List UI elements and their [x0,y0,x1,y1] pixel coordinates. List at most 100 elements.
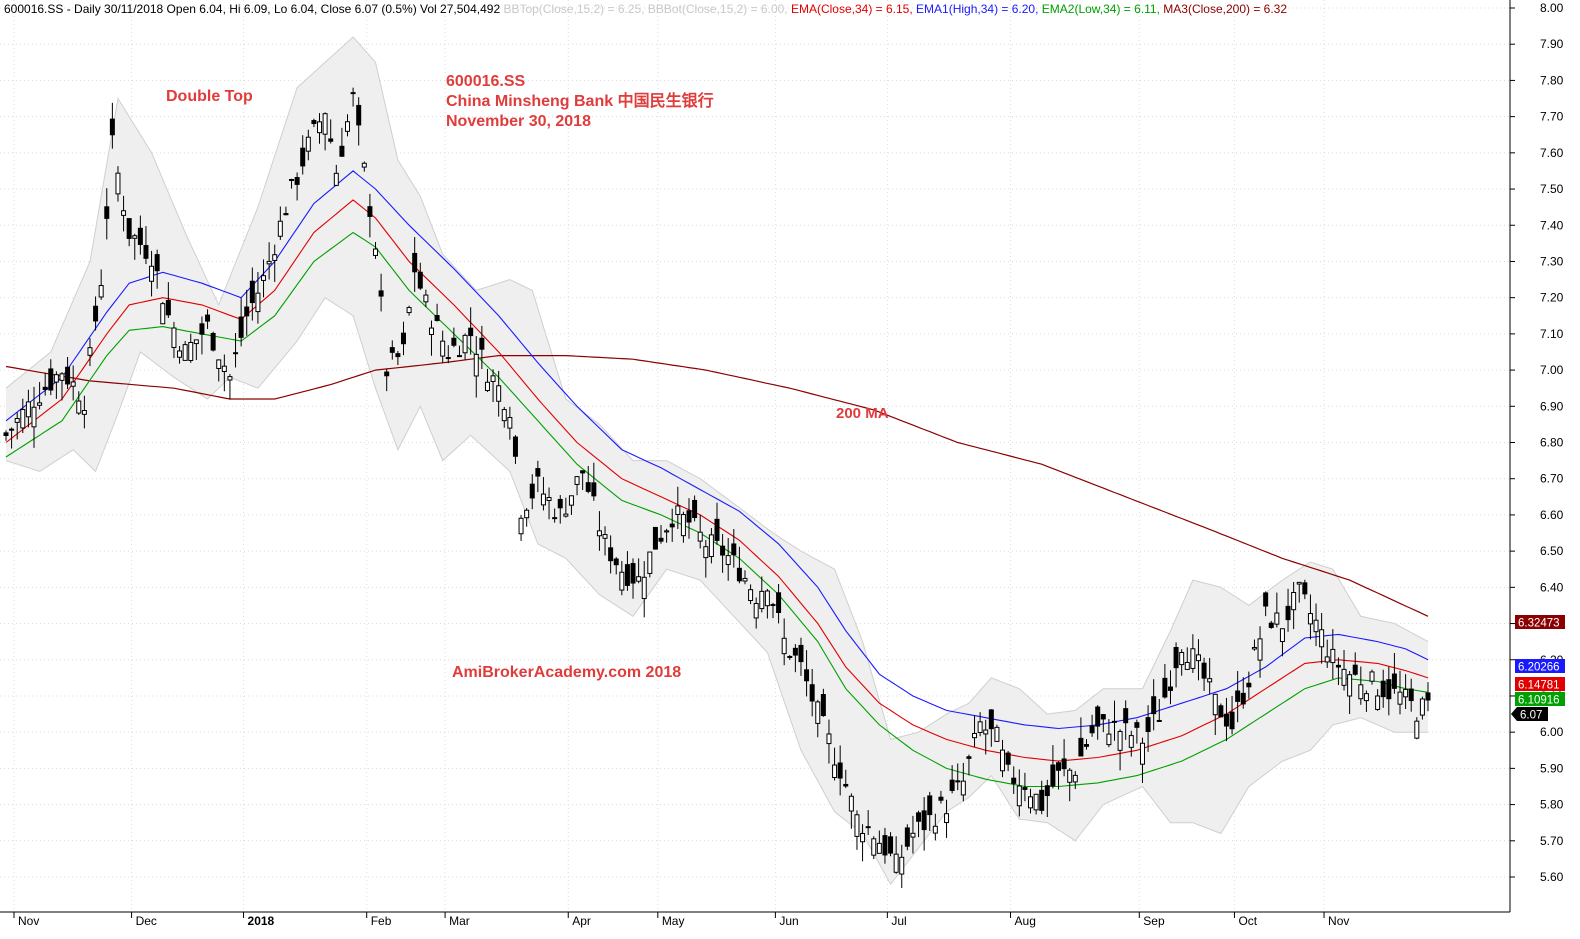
candle-body [938,796,944,801]
candle-body [1408,688,1414,702]
candle-body [972,732,978,739]
candle-body [776,592,782,614]
candle-body [3,432,9,437]
candle-body [798,644,804,663]
x-month-label: 2018 [248,914,275,928]
candle-body [244,306,250,317]
watermark-text: AmiBrokerAcademy.com 2018 [452,664,681,681]
candle-body [1296,581,1302,585]
candle-body [1291,592,1297,611]
candle-body [949,779,955,791]
candle-body [440,340,446,357]
candle-body [434,315,440,321]
candle-body [1425,692,1431,701]
candle-body [955,780,961,783]
candle-body [42,386,48,391]
candle-body [720,545,726,556]
candle-body [535,468,541,477]
x-month-label: Mar [449,914,470,928]
candle-body [664,530,670,533]
candle-body [1251,646,1257,650]
candle-body [703,546,709,559]
candle-body [1235,690,1241,702]
candle-body [1044,785,1050,797]
candle-body [462,334,468,354]
double-top-annotation: Double Top [166,88,253,105]
candle-body [1285,605,1291,621]
candle-body [154,254,160,272]
candle-body [171,327,177,348]
candle-body [1056,762,1062,771]
candle-body [1151,696,1157,715]
candle-body [848,795,854,812]
candle-body [311,120,317,125]
candle-body [177,350,183,358]
candle-body [781,637,787,655]
candle-body [759,590,765,610]
candle-body [820,694,826,717]
candle-body [680,514,686,537]
candle-body [160,303,166,325]
candle-body [333,172,339,186]
candle-body [1028,796,1034,809]
candle-body [602,534,608,539]
y-tick-label: 6.80 [1540,436,1564,450]
chart-title-line: November 30, 2018 [446,113,591,130]
candle-body [1375,695,1381,710]
candle-body [731,543,737,556]
candle-body [1330,648,1336,664]
candle-body [1156,719,1162,722]
candle-body [305,136,311,152]
candle-body [1016,785,1022,807]
candle-body [591,482,597,497]
candle-body [725,555,731,565]
x-month-label: Apr [572,914,591,928]
candle-body [473,353,479,377]
y-tick-label: 7.70 [1540,110,1564,124]
candle-body [843,783,849,787]
candle-body [977,721,983,733]
candle-body [496,385,502,402]
candle-body [1218,705,1224,718]
candle-body [165,299,171,316]
y-tick-label: 7.40 [1540,218,1564,232]
candle-body [1335,664,1341,668]
candle-body [490,375,496,382]
candle-body [428,327,434,335]
candle-body [871,838,877,856]
candle-body [20,409,26,429]
candle-body [238,316,244,338]
candle-body [1145,717,1151,733]
last-value-tag [1515,677,1565,691]
candle-body [692,499,698,519]
candle-body [736,567,742,582]
candle-body [1195,654,1201,662]
last-value-text: 6.32473 [1518,618,1560,630]
candle-body [865,826,871,829]
candle-body [1139,742,1145,765]
candle-body [596,530,602,537]
candle-body [697,531,703,542]
x-month-label: May [662,914,685,928]
candle-body [1089,725,1095,734]
candle-body [210,332,216,351]
candle-body [1403,688,1409,698]
chart-title-line: China Minsheng Bank 中国民生银行 [446,91,714,110]
candle-body [630,563,636,584]
candle-body [339,145,345,157]
candle-body [479,337,485,350]
candle-body [1313,619,1319,633]
candle-body [451,337,457,346]
candle-body [540,493,546,506]
candle-body [137,227,143,245]
y-tick-label: 5.60 [1540,870,1564,884]
last-value-text: 6.20266 [1518,662,1560,674]
candle-body [25,401,31,418]
candle-body [1212,693,1218,716]
y-tick-label: 6.70 [1540,472,1564,486]
candle-body [1263,592,1269,607]
candle-body [563,513,569,517]
candle-body [283,213,289,216]
